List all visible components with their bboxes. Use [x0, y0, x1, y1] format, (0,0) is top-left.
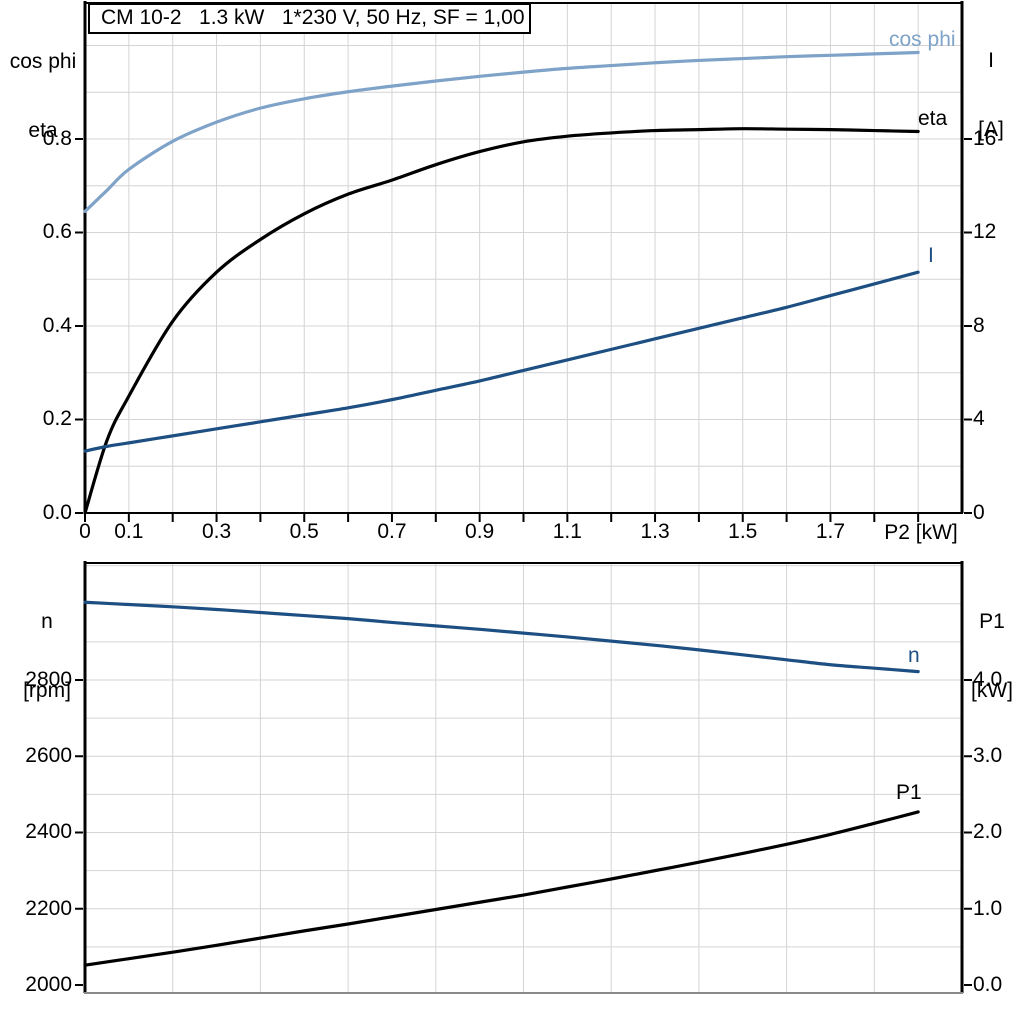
axis-title-speed: n: [41, 610, 53, 633]
curve-p1: [83, 810, 920, 967]
y-right-tick-label: 4.0: [973, 667, 1003, 691]
y-left-tick-label: 2400: [25, 820, 72, 844]
axis-title-p1-unit: [kW]: [971, 679, 1013, 702]
bottom-right-axis-title: P1 [kW]: [964, 564, 1020, 748]
x-tick-label: 0.3: [201, 520, 232, 543]
x-tick-label: 1.5: [728, 520, 758, 543]
x-tick-label: 0.7: [377, 520, 407, 543]
gridlines: [85, 562, 962, 993]
top-right-axis-title: I [A]: [966, 3, 1016, 187]
x-tick-label: 1.7: [815, 520, 846, 543]
gridlines: [85, 2, 962, 513]
axis-title-cos-phi: cos phi: [9, 50, 77, 73]
top-left-axis-title: cos phi eta: [6, 4, 80, 188]
x-tick-label: 1.3: [640, 520, 670, 543]
y-right-tick-label: 8: [973, 313, 985, 337]
axis-title-current-unit: [A]: [978, 118, 1004, 141]
plot-frame: [83, 561, 964, 994]
curve-label-speed: n: [908, 644, 920, 667]
axis-title-eta: eta: [28, 119, 58, 142]
y-left-tick-label: 2600: [25, 744, 72, 768]
curve-i: [83, 270, 920, 453]
y-left-tick-label: 0.2: [42, 407, 72, 431]
top-chart-plot-area: [75, 1, 972, 522]
x-axis-title: P2 [kW]: [884, 521, 958, 544]
tick-marks: [75, 137, 972, 522]
y-left-tick-label: 2200: [25, 896, 72, 920]
y-right-tick-label: 1.0: [973, 896, 1003, 920]
y-left-tick-label: 2000: [25, 972, 72, 996]
y-left-tick-label: 0.8: [42, 126, 72, 150]
bottom-chart-plot-area: [75, 561, 972, 994]
curve-label-current: I: [928, 244, 934, 267]
curve-label-eta: eta: [918, 107, 948, 130]
y-left-tick-label: 0.6: [42, 220, 72, 244]
y-right-tick-label: 3.0: [973, 744, 1003, 768]
x-tick-label: 0.9: [465, 520, 495, 543]
tick-marks: [75, 678, 972, 986]
x-tick-label: 1.1: [552, 520, 582, 543]
y-left-tick-label: 0.0: [42, 501, 72, 524]
curve-cos-phi: [83, 50, 920, 214]
axis-title-p1: P1: [979, 610, 1005, 633]
x-tick-label: 0.1: [114, 520, 144, 543]
x-tick-label: 0: [79, 520, 91, 543]
y-right-tick-label: 0.0: [973, 972, 1003, 996]
axis-title-current: I: [988, 49, 994, 72]
x-tick-label: 0.5: [289, 520, 319, 543]
y-right-tick-label: 16: [973, 126, 997, 150]
bottom-left-axis-title: n [rpm]: [10, 564, 84, 748]
chart-title-box: CM 10-2 1.3 kW 1*230 V, 50 Hz, SF = 1,00: [88, 3, 531, 34]
y-right-tick-label: 0: [973, 501, 985, 524]
curve-label-cos-phi: cos phi: [889, 28, 956, 51]
y-right-tick-label: 12: [973, 220, 997, 244]
y-right-tick-label: 2.0: [973, 820, 1003, 844]
axis-title-speed-unit: [rpm]: [23, 679, 71, 702]
y-left-tick-label: 2800: [25, 667, 72, 691]
y-left-tick-label: 0.4: [42, 313, 72, 337]
curve-n: [83, 600, 920, 674]
curve-eta: [83, 127, 920, 515]
y-right-tick-label: 4: [973, 407, 985, 431]
curve-label-p1: P1: [896, 781, 922, 804]
